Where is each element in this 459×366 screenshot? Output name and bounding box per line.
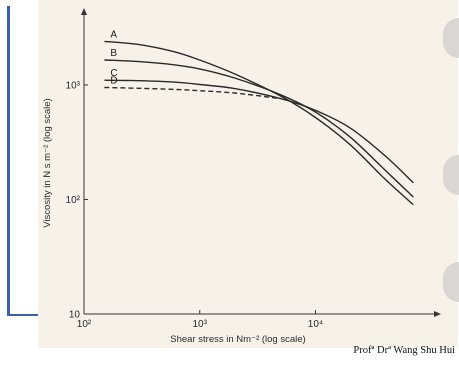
y-tick-label: 10² bbox=[66, 195, 81, 206]
x-axis-arrow bbox=[434, 311, 441, 317]
y-tick-label: 10³ bbox=[66, 80, 81, 91]
series-line-d bbox=[104, 86, 281, 100]
slide-side-tab bbox=[443, 262, 459, 302]
x-tick-label: 10⁴ bbox=[308, 319, 323, 330]
slide-side-tab bbox=[443, 155, 459, 195]
series-label-c: C bbox=[110, 68, 117, 79]
slide-left-border bbox=[7, 6, 10, 315]
y-tick-label: 10 bbox=[69, 310, 81, 321]
chart-background bbox=[38, 0, 458, 348]
slide-side-tab bbox=[443, 18, 459, 58]
axes bbox=[81, 8, 441, 317]
y-axis-title: Viscosity in N s m⁻² (log scale) bbox=[42, 98, 53, 227]
series-line-a bbox=[104, 40, 414, 206]
series-line-b bbox=[104, 59, 414, 198]
x-tick-label: 10³ bbox=[193, 319, 208, 330]
x-tick-label: 10² bbox=[77, 319, 92, 330]
series-label-d: D bbox=[110, 76, 117, 87]
x-axis-title: Shear stress in Nm⁻² (log scale) bbox=[170, 334, 305, 345]
series-label-b: B bbox=[110, 48, 117, 59]
author-credit: Profª Drª Wang Shu Hui bbox=[353, 345, 455, 356]
series-label-a: A bbox=[110, 29, 117, 40]
y-axis-arrow bbox=[81, 8, 87, 15]
slide-bottom-border bbox=[7, 314, 45, 316]
series-line-c bbox=[104, 79, 414, 184]
series-group bbox=[104, 40, 414, 206]
